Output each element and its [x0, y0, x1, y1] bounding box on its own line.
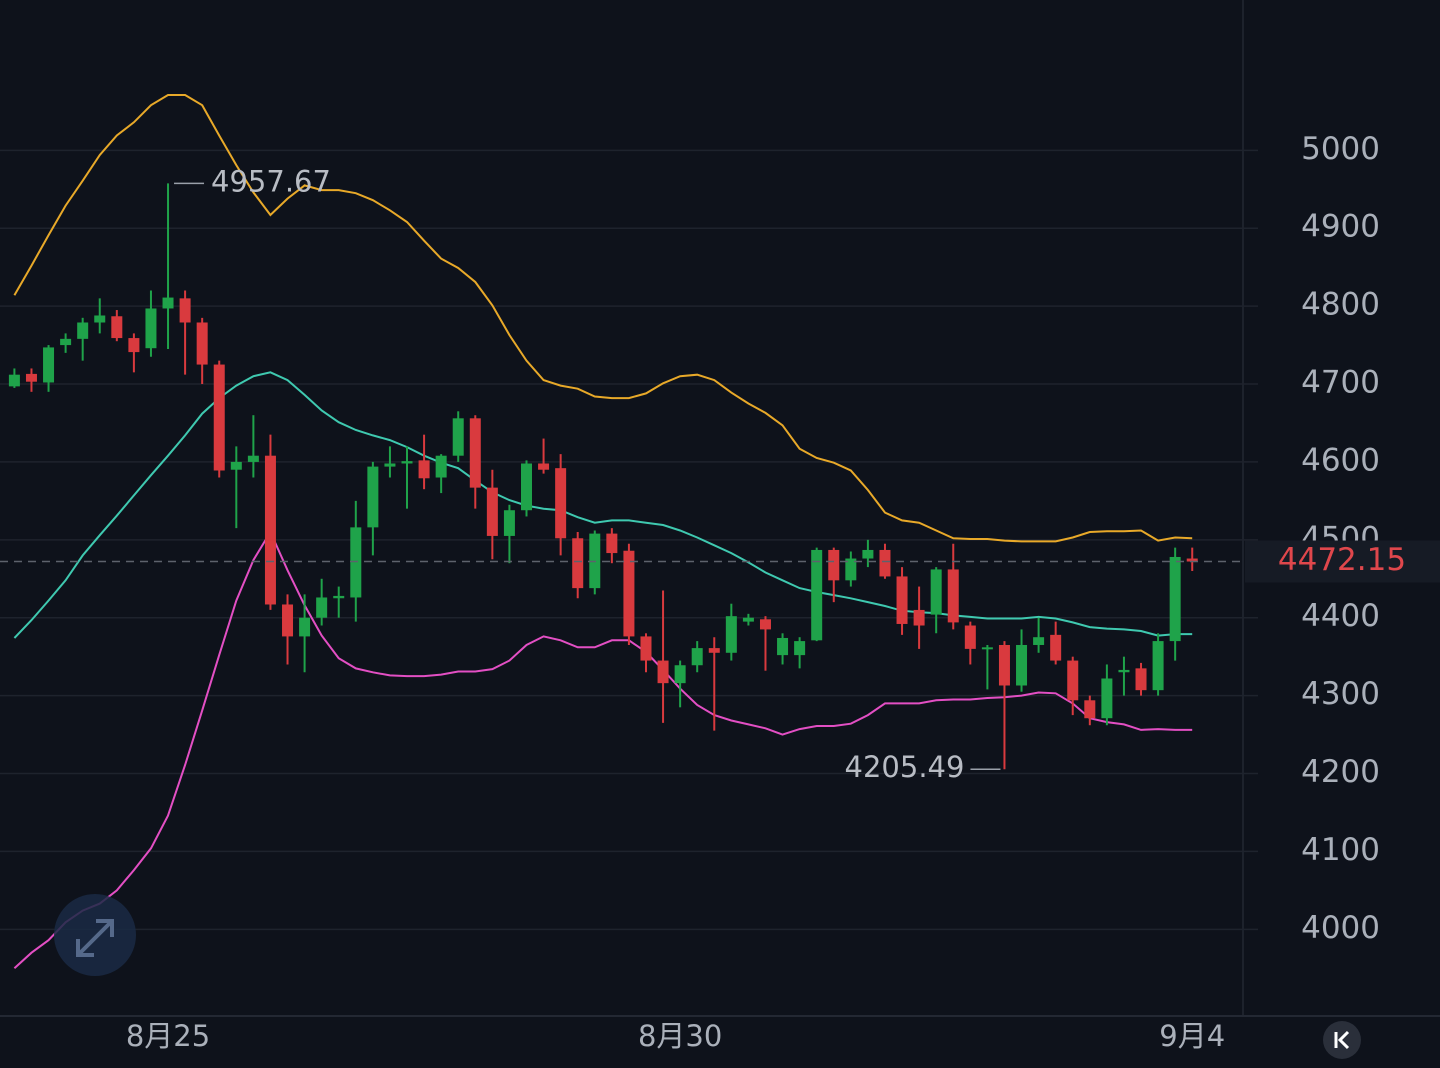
candle-body: [1152, 641, 1164, 691]
candle-body: [1016, 644, 1028, 686]
candle-body: [623, 550, 635, 637]
band-line: [13, 529, 1193, 970]
candle-body: [282, 604, 294, 637]
candle-body: [606, 533, 618, 554]
candle-body: [299, 617, 311, 637]
candle-body: [1050, 634, 1062, 661]
candle-body: [503, 510, 515, 536]
candle-body: [94, 315, 106, 323]
candle-body: [43, 347, 55, 383]
candle-body: [708, 648, 720, 653]
candle-body: [196, 322, 208, 365]
candle-body: [521, 463, 532, 511]
candle-body: [452, 418, 464, 456]
x-tick-label: 8月30: [638, 1019, 722, 1053]
candle-body: [862, 549, 874, 559]
last-price-box: [1245, 540, 1440, 583]
candle-body: [538, 463, 550, 470]
candle-body: [947, 569, 959, 623]
x-tick-label: 9月4: [1159, 1019, 1225, 1053]
y-tick-label: 4200: [1301, 754, 1380, 790]
candle-body: [8, 374, 20, 387]
back-to-latest-button[interactable]: [1323, 1021, 1361, 1059]
candle-body: [794, 641, 806, 656]
candle-body: [759, 619, 771, 630]
candle-body: [879, 549, 891, 577]
candle-body: [333, 595, 345, 599]
candle-body: [128, 338, 140, 353]
candle-body: [77, 322, 89, 339]
candle-body: [367, 466, 379, 528]
band-line: [13, 371, 1193, 639]
y-tick-label: 4700: [1301, 365, 1380, 401]
expand-button[interactable]: [54, 894, 136, 976]
candle-body: [691, 648, 703, 666]
back-icon: [1334, 1030, 1350, 1050]
candle-body: [930, 569, 942, 615]
plot-area: [8, 94, 1198, 970]
candle-body: [998, 644, 1010, 686]
candle-body: [1169, 556, 1181, 642]
candle-body: [1186, 558, 1198, 562]
candle-body: [1084, 700, 1096, 719]
candle-body: [640, 636, 652, 661]
candle-body: [486, 487, 498, 536]
y-tick-label: 4900: [1301, 209, 1380, 245]
candle-body: [1067, 660, 1079, 701]
candle-body: [555, 468, 567, 539]
candle-body: [981, 647, 993, 650]
candle-body: [674, 665, 686, 684]
candle-body: [1033, 637, 1045, 645]
y-tick-label: 4600: [1301, 442, 1380, 478]
overlay: 4957.67 4205.49 4472.15: [0, 164, 1440, 784]
candle-body: [1135, 668, 1147, 691]
candle-body: [162, 297, 174, 309]
candle-body: [828, 549, 840, 581]
candle-body: [111, 316, 123, 339]
low-label: 4205.49: [845, 750, 965, 784]
candle-body: [725, 616, 737, 653]
candle-body: [845, 558, 857, 581]
x-tick-label: 8月25: [126, 1019, 210, 1053]
candle-body: [145, 308, 157, 349]
candle-body: [1118, 669, 1130, 673]
y-tick-label: 4400: [1301, 598, 1380, 634]
last-price-label: 4472.15: [1278, 542, 1406, 578]
candle-body: [264, 455, 276, 605]
candle-body: [25, 373, 37, 382]
candle-body: [469, 418, 481, 488]
candle-body: [350, 527, 362, 598]
y-tick-label: 4800: [1301, 287, 1380, 323]
candle-body: [179, 298, 191, 323]
candle-body: [964, 625, 976, 649]
candle-body: [913, 609, 925, 626]
y-tick-label: 4300: [1301, 676, 1380, 712]
candle-body: [811, 549, 823, 641]
candle-body: [777, 637, 789, 656]
candle-body: [384, 463, 396, 467]
candle-body: [316, 597, 328, 618]
expand-button-bg[interactable]: [54, 894, 136, 976]
band-line: [13, 94, 1193, 543]
y-tick-label: 5000: [1301, 131, 1380, 167]
candle-body: [572, 538, 584, 589]
high-label: 4957.67: [211, 164, 331, 198]
candle-body: [1101, 678, 1113, 719]
candle-body: [435, 455, 447, 478]
candle-body: [247, 455, 259, 462]
candle-body: [213, 364, 225, 471]
candle-body: [60, 338, 72, 346]
y-tick-label: 4100: [1301, 832, 1380, 868]
candle-body: [896, 576, 908, 624]
expand-icon: [76, 919, 114, 957]
candle-body: [657, 660, 669, 684]
grid: 4000410042004300440045004600470048004900…: [0, 131, 1380, 1053]
candle-body: [401, 461, 413, 464]
y-tick-label: 4000: [1301, 910, 1380, 946]
candle-body: [742, 617, 754, 622]
candle-body: [418, 460, 430, 479]
candle-body: [230, 461, 242, 470]
